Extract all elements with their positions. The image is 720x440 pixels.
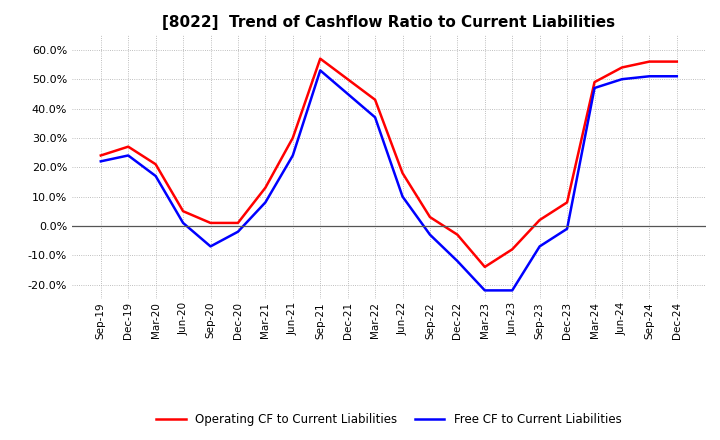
Free CF to Current Liabilities bbox=[289, 153, 297, 158]
Free CF to Current Liabilities bbox=[536, 244, 544, 249]
Free CF to Current Liabilities bbox=[672, 73, 681, 79]
Free CF to Current Liabilities bbox=[371, 115, 379, 120]
Free CF to Current Liabilities bbox=[261, 200, 270, 205]
Free CF to Current Liabilities bbox=[96, 159, 105, 164]
Free CF to Current Liabilities bbox=[453, 258, 462, 264]
Free CF to Current Liabilities bbox=[508, 288, 516, 293]
Operating CF to Current Liabilities bbox=[645, 59, 654, 64]
Operating CF to Current Liabilities bbox=[536, 217, 544, 223]
Operating CF to Current Liabilities bbox=[563, 200, 572, 205]
Free CF to Current Liabilities bbox=[645, 73, 654, 79]
Free CF to Current Liabilities bbox=[124, 153, 132, 158]
Operating CF to Current Liabilities bbox=[426, 214, 434, 220]
Free CF to Current Liabilities bbox=[590, 85, 599, 91]
Operating CF to Current Liabilities bbox=[480, 264, 489, 270]
Operating CF to Current Liabilities bbox=[289, 135, 297, 140]
Operating CF to Current Liabilities bbox=[508, 247, 516, 252]
Operating CF to Current Liabilities bbox=[261, 185, 270, 191]
Operating CF to Current Liabilities bbox=[618, 65, 626, 70]
Free CF to Current Liabilities bbox=[179, 220, 187, 226]
Operating CF to Current Liabilities bbox=[453, 232, 462, 237]
Operating CF to Current Liabilities bbox=[233, 220, 242, 226]
Free CF to Current Liabilities bbox=[618, 77, 626, 82]
Free CF to Current Liabilities bbox=[480, 288, 489, 293]
Line: Operating CF to Current Liabilities: Operating CF to Current Liabilities bbox=[101, 59, 677, 267]
Operating CF to Current Liabilities bbox=[206, 220, 215, 226]
Legend: Operating CF to Current Liabilities, Free CF to Current Liabilities: Operating CF to Current Liabilities, Fre… bbox=[151, 408, 626, 431]
Operating CF to Current Liabilities bbox=[371, 97, 379, 103]
Operating CF to Current Liabilities bbox=[398, 170, 407, 176]
Operating CF to Current Liabilities bbox=[316, 56, 325, 61]
Title: [8022]  Trend of Cashflow Ratio to Current Liabilities: [8022] Trend of Cashflow Ratio to Curren… bbox=[162, 15, 616, 30]
Free CF to Current Liabilities bbox=[316, 68, 325, 73]
Free CF to Current Liabilities bbox=[206, 244, 215, 249]
Free CF to Current Liabilities bbox=[343, 91, 352, 96]
Operating CF to Current Liabilities bbox=[179, 209, 187, 214]
Line: Free CF to Current Liabilities: Free CF to Current Liabilities bbox=[101, 70, 677, 290]
Free CF to Current Liabilities bbox=[398, 194, 407, 199]
Free CF to Current Liabilities bbox=[151, 173, 160, 179]
Operating CF to Current Liabilities bbox=[343, 77, 352, 82]
Free CF to Current Liabilities bbox=[426, 232, 434, 237]
Free CF to Current Liabilities bbox=[563, 226, 572, 231]
Operating CF to Current Liabilities bbox=[672, 59, 681, 64]
Operating CF to Current Liabilities bbox=[151, 161, 160, 167]
Operating CF to Current Liabilities bbox=[124, 144, 132, 149]
Operating CF to Current Liabilities bbox=[590, 80, 599, 85]
Operating CF to Current Liabilities bbox=[96, 153, 105, 158]
Free CF to Current Liabilities bbox=[233, 229, 242, 235]
